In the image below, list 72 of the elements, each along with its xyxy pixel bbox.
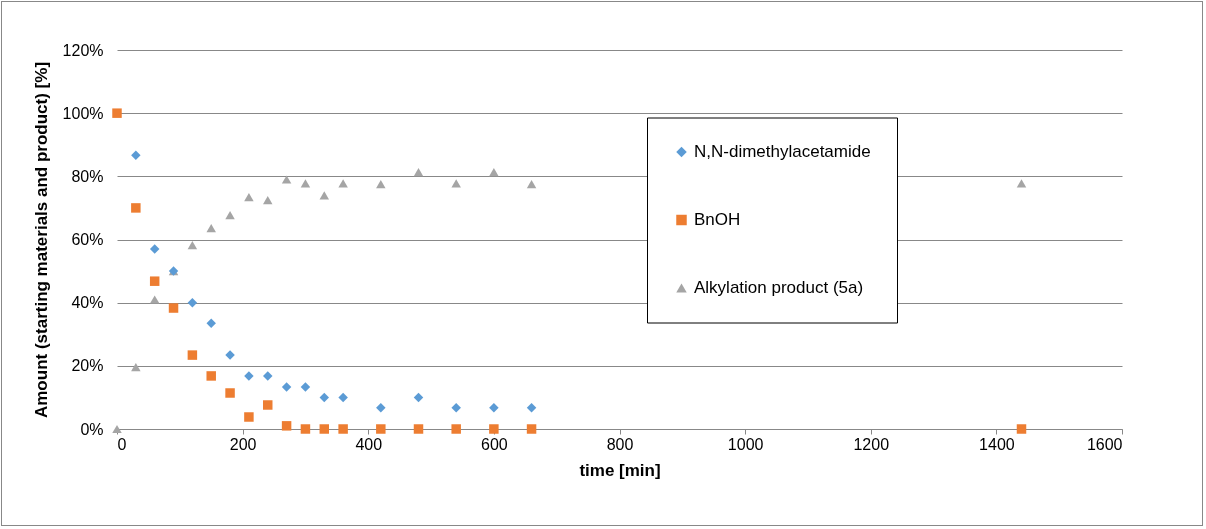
point <box>225 388 235 398</box>
point <box>149 295 160 304</box>
point <box>281 382 292 392</box>
point <box>300 179 311 188</box>
point <box>263 371 273 381</box>
point <box>526 424 537 434</box>
point <box>187 241 198 250</box>
point <box>149 276 160 286</box>
point <box>376 403 386 413</box>
x-tick-label: 1600 <box>1086 435 1123 453</box>
y-tick-label: 60% <box>71 231 104 248</box>
x-tick-label: 0 <box>117 435 127 453</box>
point <box>338 392 348 403</box>
x-tick-label: 600 <box>481 435 508 453</box>
point <box>168 303 179 313</box>
x-axis-title: time [min] <box>579 460 661 480</box>
legend-label: Alkylation product (5a) <box>694 278 864 297</box>
point <box>413 392 424 403</box>
point <box>451 179 461 188</box>
point <box>451 403 461 413</box>
point <box>225 211 235 220</box>
point <box>131 362 141 372</box>
point <box>131 203 141 213</box>
point <box>451 424 461 434</box>
x-tick-label: 1000 <box>727 435 764 453</box>
point <box>376 180 386 189</box>
point <box>1016 424 1027 434</box>
point <box>149 244 160 254</box>
y-tick-label: 100% <box>62 104 104 122</box>
x-tick-label: 1200 <box>853 435 890 453</box>
point <box>244 193 254 202</box>
point <box>489 403 499 413</box>
point <box>187 350 198 360</box>
point <box>413 424 424 434</box>
point <box>206 371 216 381</box>
point <box>319 392 330 403</box>
point <box>319 424 330 434</box>
point <box>244 412 254 422</box>
point <box>187 297 198 308</box>
point <box>526 180 537 189</box>
y-axis-title: Amount (starting materials and product) [%] <box>31 61 51 419</box>
x-tick-label: 1400 <box>979 435 1015 453</box>
point <box>376 424 386 434</box>
y-tick-label: 120% <box>62 41 104 59</box>
point <box>112 424 122 434</box>
point <box>263 195 273 205</box>
point <box>489 424 499 434</box>
point <box>281 421 292 431</box>
y-tick-label: 20% <box>71 357 104 375</box>
x-tick-label: 800 <box>606 435 634 453</box>
point <box>338 424 348 434</box>
point <box>489 168 499 177</box>
point <box>413 168 424 177</box>
legend-label: BnOH <box>694 210 741 229</box>
point <box>338 179 348 188</box>
point <box>300 382 311 392</box>
point <box>112 108 122 118</box>
x-tick-label: 200 <box>229 435 257 453</box>
x-tick-label: 400 <box>355 435 383 453</box>
point <box>206 318 216 328</box>
y-tick-label: 40% <box>71 294 104 312</box>
point <box>319 191 330 200</box>
point <box>206 224 216 233</box>
point <box>300 424 311 434</box>
point <box>1016 179 1027 188</box>
point <box>131 150 141 160</box>
point <box>263 400 273 410</box>
point <box>281 175 292 184</box>
legend-label: N,N-dimethylacetamide <box>694 142 871 161</box>
y-tick-label: 0% <box>80 420 104 438</box>
point <box>526 403 537 413</box>
y-tick-label: 80% <box>71 167 104 185</box>
